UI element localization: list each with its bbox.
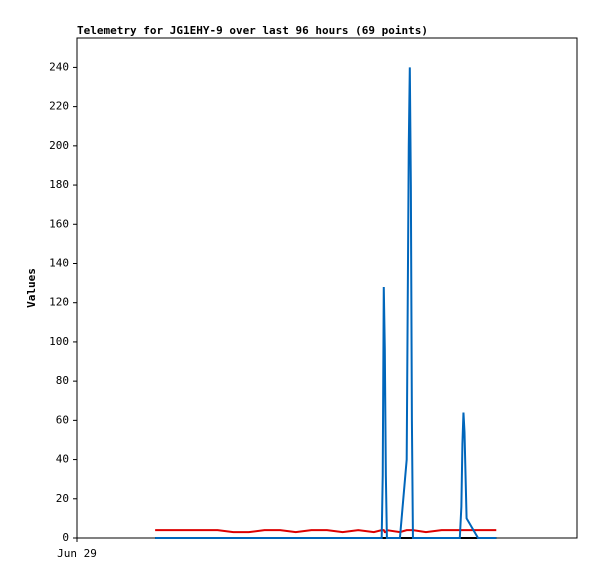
y-tick-label: 100 — [49, 335, 69, 348]
series-line — [155, 529, 497, 534]
y-tick-label: 0 — [62, 531, 69, 544]
y-axis-label: Values — [25, 268, 38, 308]
plot-frame — [76, 37, 578, 539]
y-tick-label: 180 — [49, 178, 69, 191]
y-tick-label: 140 — [49, 256, 69, 269]
chart-title: Telemetry for JG1EHY-9 over last 96 hour… — [77, 24, 428, 37]
y-tick-label: 20 — [56, 492, 69, 505]
y-tick-label: 60 — [56, 413, 69, 426]
x-tick-label: Jun 29 — [57, 547, 97, 560]
y-tick-label: 200 — [49, 139, 69, 152]
y-tick-label: 80 — [56, 374, 69, 387]
y-tick-label: 120 — [49, 296, 69, 309]
y-tick-label: 240 — [49, 60, 69, 73]
y-tick-label: 220 — [49, 100, 69, 113]
y-tick-label: 40 — [56, 453, 69, 466]
series-line — [155, 67, 497, 539]
y-tick-label: 160 — [49, 217, 69, 230]
